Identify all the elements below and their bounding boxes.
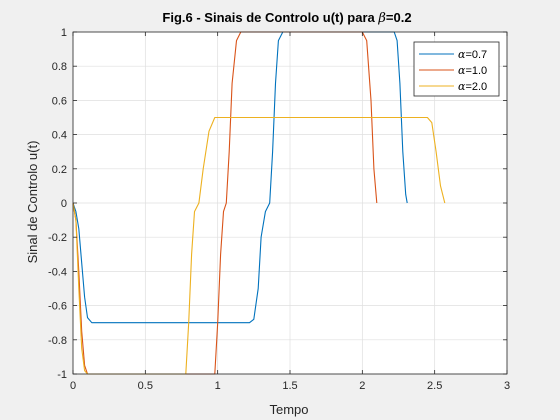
y-tick-label: -0.6: [48, 301, 67, 313]
x-tick-label: 0: [70, 380, 76, 392]
y-tick-label: 0.8: [52, 61, 67, 73]
legend-box: [413, 41, 500, 97]
y-tick-label: -0.8: [48, 335, 67, 347]
x-ticks: 0 0.5 1 1.5 2 2.5 3: [70, 32, 510, 392]
series-lines: [72, 31, 446, 375]
x-tick-label: 1: [215, 380, 221, 392]
y-tick-label: 1: [61, 27, 67, 39]
y-tick-label: 0.6: [52, 95, 67, 107]
x-tick-label: 1.5: [282, 380, 297, 392]
y-tick-label: 0.2: [52, 164, 67, 176]
x-tick-label: 2.5: [427, 380, 442, 392]
legend-label-1: α=0.7: [458, 48, 487, 61]
y-tick-label: 0.4: [52, 130, 67, 142]
x-tick-label: 0.5: [138, 380, 153, 392]
y-tick-label: -0.4: [48, 266, 67, 278]
x-tick-label: 2: [359, 380, 365, 392]
y-ticks: -1 -0.8 -0.6 -0.4 -0.2 0 0.2 0.4 0.6 0.8 1: [48, 27, 507, 381]
chart-title-prefix: Fig.6 - Sinais de Controlo u(t) para: [162, 10, 378, 25]
chart-title-suffix: =0.2: [386, 10, 412, 25]
series-line-1: [72, 31, 408, 324]
x-tick-label: 3: [504, 380, 510, 392]
chart-title: Fig.6 - Sinais de Controlo u(t) para β=0…: [162, 10, 411, 26]
legend: α=0.7 α=1.0 α=2.0: [413, 41, 500, 97]
legend-label-2: α=1.0: [458, 64, 487, 77]
chart-title-symbol: β: [377, 11, 386, 26]
y-axis-label: Sinal de Controlo u(t): [25, 141, 40, 264]
series-line-3: [72, 116, 446, 375]
x-axis-label: Tempo: [269, 402, 308, 417]
y-tick-label: 0: [61, 198, 67, 210]
y-tick-label: -0.2: [48, 232, 67, 244]
legend-label-3: α=2.0: [458, 80, 487, 93]
y-tick-label: -1: [57, 369, 67, 381]
series-line-2: [72, 31, 378, 375]
